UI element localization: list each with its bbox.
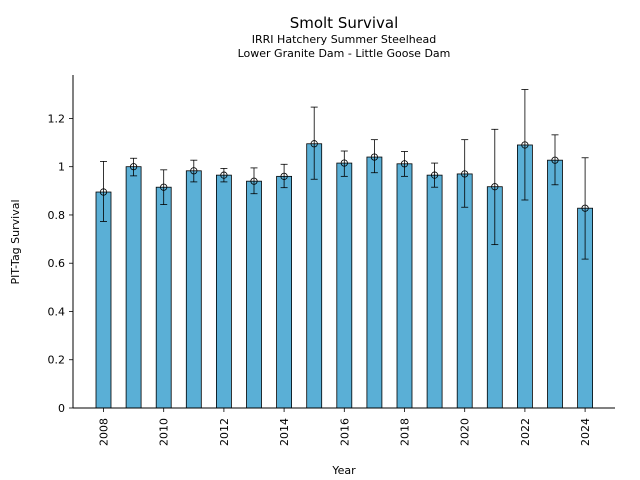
point-marker-2016 [340,159,348,167]
bar-2010 [155,186,172,409]
x-tick-label: 2014 [278,418,291,446]
bar-2018 [396,163,413,409]
y-tick-label: 0.8 [48,209,66,222]
bar-2016 [336,162,353,409]
bar-2009 [125,166,142,409]
y-tick-label: 1 [58,161,65,174]
x-tick-label: 2012 [218,418,231,446]
point-marker-2017 [370,153,378,161]
point-marker-2010 [160,183,168,191]
point-marker-2009 [130,163,138,171]
y-ticks-group: 0 0.2 0.4 0.6 0.8 1 1.2 [48,112,73,415]
point-marker-2021 [491,183,499,191]
point-marker-2008 [99,188,108,196]
point-marker-2022 [521,141,529,149]
x-tick-label: 2018 [399,418,412,446]
point-marker-2014 [280,172,288,180]
error-bars-group [99,89,589,260]
bar-2015 [306,143,323,409]
y-tick-label: 0 [58,402,65,415]
point-marker-2024 [581,204,589,212]
x-tick-label: 2022 [519,418,532,446]
x-tick-label: 2024 [579,418,592,446]
bar-2013 [246,180,262,409]
y-tick-label: 0.6 [48,257,66,270]
y-tick-label: 1.2 [48,112,66,125]
bar-2014 [276,175,293,409]
bars-group [95,143,593,409]
x-axis-label: Year [331,464,356,477]
y-tick-label: 0.2 [48,354,66,367]
point-marker-2011 [190,167,198,175]
bar-2012 [215,174,232,409]
chart-subtitle-line1: IRRI Hatchery Summer Steelhead [252,33,436,46]
point-marker-2015 [310,140,318,148]
point-marker-2018 [400,160,409,168]
chart-subtitle-line2: Lower Granite Dam - Little Goose Dam [238,47,451,60]
bar-2017 [366,156,383,409]
bar-2011 [185,170,202,409]
x-tick-label: 2020 [459,418,472,446]
bar-2023 [547,159,563,409]
bar-2008 [95,191,112,409]
point-marker-2019 [430,171,439,179]
x-tick-label: 2010 [158,418,171,446]
bar-2019 [426,174,443,409]
y-axis-label: PIT-Tag Survival [9,199,22,284]
x-tick-label: 2008 [98,418,111,446]
bar-2020 [456,173,473,409]
x-ticks-group: 2008 2010 2012 2014 2016 2018 2020 2022 2024 [98,408,592,446]
point-marker-2012 [220,171,228,179]
chart-title: Smolt Survival [290,14,399,32]
x-tick-label: 2016 [338,418,351,446]
point-marker-2013 [250,177,258,185]
y-tick-label: 0.4 [48,305,66,318]
point-marker-2020 [461,170,469,178]
point-marker-2023 [551,156,559,164]
